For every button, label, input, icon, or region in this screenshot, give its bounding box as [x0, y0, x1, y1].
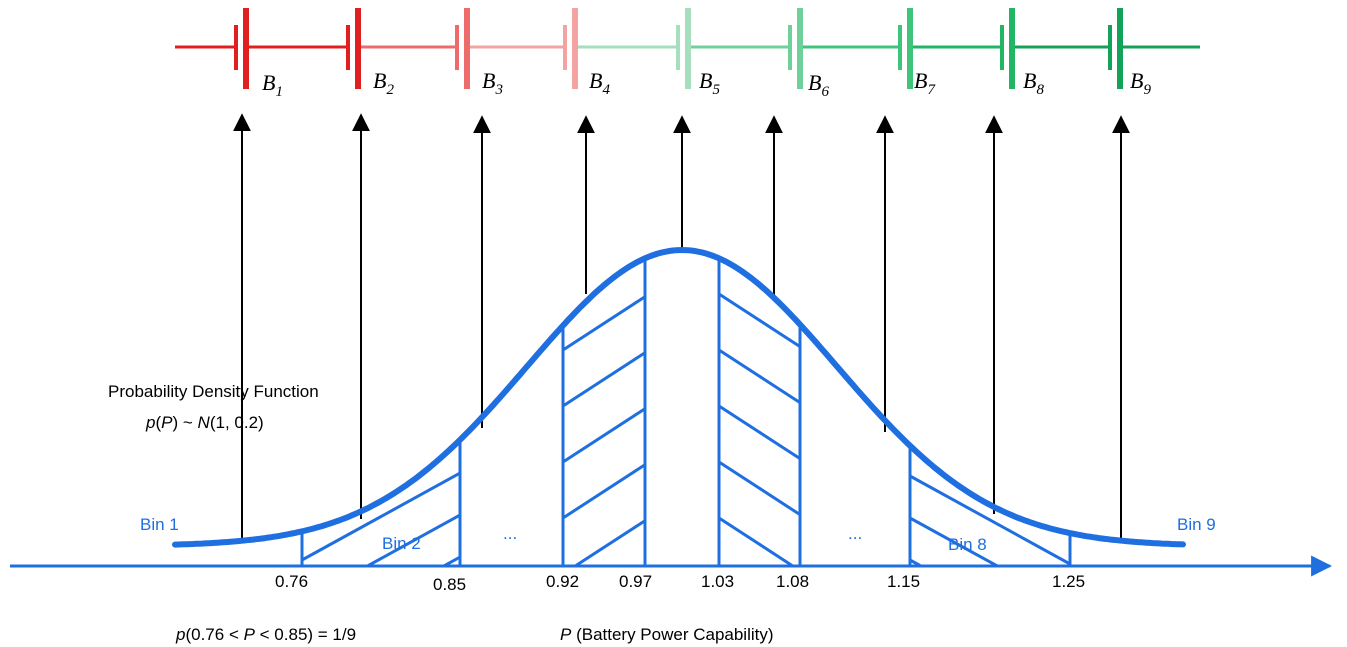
battery-cell-8-icon [1000, 8, 1015, 89]
tick-label-0-92: 0.92 [546, 572, 579, 591]
bin-2-hatch [301, 471, 461, 568]
battery-cell-2-icon [346, 8, 361, 89]
tick-label-1-08: 1.08 [776, 572, 809, 591]
tick-label-0-97: 0.97 [619, 572, 652, 591]
battery-label-6: B6 [808, 70, 829, 100]
bin-2-probability: p(0.76 < P < 0.85) = 1/9 [175, 625, 356, 644]
bin-to-battery-arrows [233, 113, 1130, 541]
battery-cell-7-icon [898, 8, 913, 89]
battery-cell-3-icon [455, 8, 470, 89]
battery-cell-1-icon [234, 8, 249, 89]
bin-6-hatch [718, 292, 801, 567]
battery-label-5: B5 [699, 68, 720, 98]
bin-1-label: Bin 1 [140, 515, 179, 534]
hatched-bin-regions [300, 258, 1072, 568]
pdf-title: Probability Density Function [108, 382, 319, 401]
bin-4-hatch [562, 295, 646, 567]
bin-2-label: Bin 2 [382, 534, 421, 553]
battery-label-8: B8 [1023, 68, 1044, 98]
bin-8-label: Bin 8 [948, 535, 987, 554]
tick-label-1-15: 1.15 [887, 572, 920, 591]
bin-ellipsis-left: ... [503, 524, 517, 543]
battery-label-1: B1 [262, 70, 283, 100]
battery-label-3: B3 [482, 68, 503, 98]
battery-label-4: B4 [589, 68, 610, 98]
bin-8-hatch [909, 474, 1071, 568]
tick-label-0-85: 0.85 [433, 575, 466, 594]
bin-ellipsis-right: ... [848, 524, 862, 543]
battery-labels: B1 B2 B3 B4 B5 B6 B7 B8 B9 [262, 68, 1151, 100]
tick-label-1-25: 1.25 [1052, 572, 1085, 591]
bin-9-label: Bin 9 [1177, 515, 1216, 534]
tick-label-1-03: 1.03 [701, 572, 734, 591]
battery-cell-6-icon [788, 8, 803, 89]
battery-cell-4-icon [563, 8, 578, 89]
battery-label-9: B9 [1130, 68, 1151, 98]
normal-pdf-curve [172, 246, 1186, 548]
p-axis-caption: P (Battery Power Capability) [560, 625, 774, 644]
battery-label-2: B2 [373, 68, 394, 98]
pdf-formula: p(P) ~ N(1, 0.2) [145, 413, 264, 432]
battery-cell-9-icon [1108, 8, 1123, 89]
battery-label-7: B7 [914, 68, 936, 98]
tick-label-0-76: 0.76 [275, 572, 308, 591]
battery-cell-5-icon [676, 8, 691, 89]
battery-series-string [175, 8, 1200, 89]
